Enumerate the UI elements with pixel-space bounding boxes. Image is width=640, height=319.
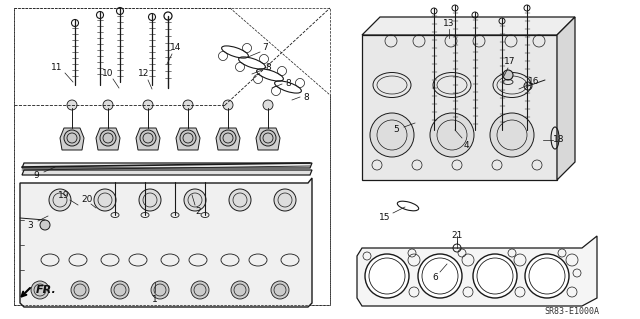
Circle shape xyxy=(184,189,206,211)
Circle shape xyxy=(260,130,276,146)
Circle shape xyxy=(49,189,71,211)
Text: FR.: FR. xyxy=(36,285,57,295)
Circle shape xyxy=(473,254,517,298)
Polygon shape xyxy=(60,128,84,150)
Circle shape xyxy=(503,70,513,80)
Circle shape xyxy=(71,281,89,299)
Circle shape xyxy=(271,281,289,299)
Circle shape xyxy=(183,100,193,110)
Text: 14: 14 xyxy=(170,43,182,53)
Circle shape xyxy=(64,130,80,146)
Text: 18: 18 xyxy=(553,136,564,145)
Circle shape xyxy=(94,189,116,211)
Circle shape xyxy=(229,189,251,211)
Text: 6: 6 xyxy=(432,273,438,283)
Text: 8: 8 xyxy=(285,78,291,87)
Text: 10: 10 xyxy=(102,69,114,78)
Text: 16: 16 xyxy=(528,78,540,86)
Text: 4: 4 xyxy=(463,140,469,150)
Circle shape xyxy=(490,113,534,157)
Polygon shape xyxy=(362,17,575,35)
Circle shape xyxy=(31,281,49,299)
Polygon shape xyxy=(256,128,280,150)
Text: SR83-E1000A: SR83-E1000A xyxy=(545,307,600,315)
Text: 7: 7 xyxy=(262,43,268,53)
Circle shape xyxy=(223,100,233,110)
Circle shape xyxy=(191,281,209,299)
Text: 8: 8 xyxy=(303,93,309,101)
Circle shape xyxy=(430,113,474,157)
Polygon shape xyxy=(96,128,120,150)
Text: 5: 5 xyxy=(393,125,399,135)
Text: 15: 15 xyxy=(380,213,391,222)
Circle shape xyxy=(365,254,409,298)
Circle shape xyxy=(370,113,414,157)
Polygon shape xyxy=(362,35,557,180)
Polygon shape xyxy=(22,163,312,168)
Polygon shape xyxy=(176,128,200,150)
Text: 20: 20 xyxy=(81,196,93,204)
Circle shape xyxy=(100,130,116,146)
Text: 19: 19 xyxy=(58,191,70,201)
Polygon shape xyxy=(20,178,312,307)
Circle shape xyxy=(180,130,196,146)
Text: 21: 21 xyxy=(451,232,463,241)
Polygon shape xyxy=(357,236,597,306)
Text: 2: 2 xyxy=(195,207,201,217)
Polygon shape xyxy=(216,128,240,150)
Text: 17: 17 xyxy=(504,57,516,66)
Text: 13: 13 xyxy=(444,19,455,27)
Circle shape xyxy=(418,254,462,298)
Polygon shape xyxy=(136,128,160,150)
Circle shape xyxy=(40,220,50,230)
Circle shape xyxy=(274,189,296,211)
Circle shape xyxy=(263,100,273,110)
Polygon shape xyxy=(22,170,312,175)
Text: 1: 1 xyxy=(152,295,158,305)
Circle shape xyxy=(103,100,113,110)
Text: 3: 3 xyxy=(27,221,33,231)
Circle shape xyxy=(220,130,236,146)
Circle shape xyxy=(140,130,156,146)
Circle shape xyxy=(231,281,249,299)
Circle shape xyxy=(139,189,161,211)
Circle shape xyxy=(525,254,569,298)
Polygon shape xyxy=(557,17,575,180)
Text: 8: 8 xyxy=(265,63,271,72)
Text: 12: 12 xyxy=(138,70,150,78)
Circle shape xyxy=(151,281,169,299)
Text: 11: 11 xyxy=(51,63,63,72)
Circle shape xyxy=(143,100,153,110)
Circle shape xyxy=(111,281,129,299)
Circle shape xyxy=(67,100,77,110)
Text: 9: 9 xyxy=(33,172,39,181)
